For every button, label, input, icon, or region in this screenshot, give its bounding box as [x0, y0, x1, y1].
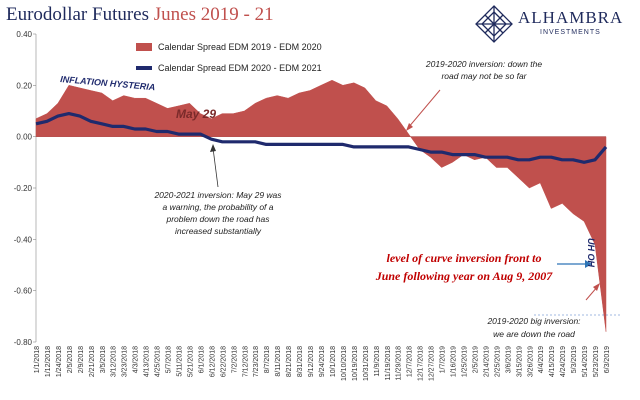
- annotation-inv1920-line1: 2019-2020 inversion: down the: [425, 59, 543, 69]
- x-tick-label: 3/23/2018: [122, 346, 129, 377]
- legend-swatch-edm19-20: [136, 43, 152, 51]
- x-tick-label: 1/1/2018: [34, 346, 41, 373]
- x-tick-label: 12/7/2018: [407, 346, 414, 377]
- chart-title: Eurodollar Futures Junes 2019 - 21: [6, 4, 274, 26]
- annotation-level-line1: level of curve inversion front to: [387, 251, 542, 265]
- y-tick-label: -0.40: [14, 235, 33, 244]
- x-tick-label: 3/12/2018: [111, 346, 118, 377]
- alhambra-logo: ALHAMBRA INVESTMENTS: [474, 4, 640, 44]
- annotation-inv2021-line1: 2020-2021 inversion: May 29 was: [153, 190, 282, 200]
- y-tick-label: -0.80: [14, 338, 33, 347]
- x-tick-label: 11/29/2018: [396, 346, 403, 381]
- annotation-inv1920-arrow: [407, 89, 441, 129]
- x-tick-label: 4/4/2019: [538, 346, 545, 373]
- x-tick-label: 6/3/2019: [604, 346, 611, 373]
- annotation-level-line2: June following year on Aug 9, 2007: [375, 269, 554, 283]
- x-tick-label: 4/25/2018: [155, 346, 162, 377]
- x-tick-label: 10/10/2018: [341, 346, 348, 381]
- x-tick-label: 3/5/2018: [100, 346, 107, 373]
- x-tick-label: 4/24/2019: [560, 346, 567, 377]
- legend-label-edm20-21: Calendar Spread EDM 2020 - EDM 2021: [158, 63, 322, 73]
- annotation-big-arrowhead: [593, 283, 600, 291]
- x-tick-label: 8/7/2018: [264, 346, 271, 373]
- x-tick-label: 5/21/2018: [187, 346, 194, 377]
- x-tick-label: 3/15/2019: [516, 346, 523, 377]
- legend-label-edm19-20: Calendar Spread EDM 2019 - EDM 2020: [158, 42, 322, 52]
- series-line-group: [35, 111, 608, 164]
- x-tick-label: 1/16/2019: [451, 346, 458, 377]
- annotation-inv1920-line2: road may not be so far: [441, 71, 527, 81]
- annotation-inv1920-arrowhead: [406, 123, 413, 131]
- x-tick-label: 4/3/2018: [133, 346, 140, 373]
- x-tick-label: 2/9/2018: [78, 346, 85, 373]
- x-tick-label: 2/21/2018: [89, 346, 96, 377]
- x-tick-label: 12/17/2018: [418, 346, 425, 381]
- x-tick-label: 6/22/2018: [220, 346, 227, 377]
- x-tick-label: 10/1/2018: [330, 346, 337, 377]
- x-tick-label: 1/12/2018: [45, 346, 52, 377]
- annotation-big-line1: 2019-2020 big inversion:: [486, 316, 581, 326]
- series-area-group: [35, 79, 607, 332]
- annotation-uhoh: UH OH: [586, 238, 596, 268]
- x-tick-label: 11/19/2018: [385, 346, 392, 381]
- chart-title-accent: Junes 2019 - 21: [153, 4, 274, 25]
- series-area-edm19-20: [35, 79, 607, 332]
- y-tick-label: 0.00: [16, 133, 32, 142]
- x-tick-label: 5/7/2018: [166, 346, 173, 373]
- series-line-edm20-21: [35, 111, 608, 164]
- x-tick-label: 11/9/2018: [374, 346, 381, 377]
- x-tick-label: 5/11/2018: [177, 346, 184, 377]
- x-tick-label: 7/12/2018: [242, 346, 249, 377]
- x-tick-label: 6/1/2018: [198, 346, 205, 373]
- annotation-level-arrowhead: [585, 260, 592, 268]
- x-tick-label: 4/13/2018: [144, 346, 151, 377]
- x-tick-label: 4/15/2019: [549, 346, 556, 377]
- x-tick-label: 5/3/2019: [571, 346, 578, 373]
- y-axis: 0.40 0.20 0.00 -0.20 -0.40 -0.60 -0.80: [14, 30, 37, 347]
- x-tick-label: 1/25/2019: [462, 346, 469, 377]
- y-tick-label: 0.40: [16, 30, 32, 39]
- logo-subtitle: INVESTMENTS: [540, 29, 601, 36]
- x-tick-label: 9/24/2018: [319, 346, 326, 377]
- x-tick-label: 7/2/2018: [231, 346, 238, 373]
- x-tick-label: 5/23/2019: [593, 346, 600, 377]
- x-tick-label: 3/26/2019: [527, 346, 534, 377]
- annotation-big-line2: we are down the road: [493, 329, 575, 339]
- x-tick-label: 12/27/2018: [429, 346, 436, 381]
- annotation-inv2021-arrow: [212, 147, 219, 188]
- x-tick-label: 8/31/2018: [297, 346, 304, 377]
- x-tick-label: 9/12/2018: [308, 346, 315, 377]
- annotation-may29: May 29: [176, 107, 216, 121]
- x-tick-label: 10/31/2018: [363, 346, 370, 381]
- annotation-inv2021-line2: a warning, the probability of a: [162, 202, 273, 212]
- x-tick-label: 8/21/2018: [286, 346, 293, 377]
- x-tick-label: 3/6/2019: [505, 346, 512, 373]
- y-tick-label: -0.60: [14, 287, 33, 296]
- x-axis: 1/1/2018 1/12/2018 1/24/2018 2/5/2018 2/9/20…: [34, 346, 611, 381]
- logo-name: ALHAMBRA: [518, 8, 624, 27]
- x-tick-label: 8/11/2018: [275, 346, 282, 377]
- x-tick-label: 10/19/2018: [352, 346, 359, 381]
- x-tick-label: 7/23/2018: [253, 346, 260, 377]
- y-tick-label: 0.20: [16, 81, 32, 90]
- x-tick-label: 1/7/2019: [440, 346, 447, 373]
- x-tick-label: 2/14/2019: [483, 346, 490, 377]
- chart-title-main: Eurodollar Futures: [6, 4, 154, 25]
- annotation-inv2021-line3: problem down the road has: [165, 214, 270, 224]
- diamond-logo-icon: [475, 5, 513, 43]
- x-tick-label: 2/25/2019: [494, 346, 501, 377]
- legend: Calendar Spread EDM 2019 - EDM 2020 Cale…: [136, 42, 322, 73]
- x-tick-label: 1/24/2018: [56, 346, 63, 377]
- x-tick-label: 6/12/2018: [209, 346, 216, 377]
- x-tick-label: 2/5/2019: [472, 346, 479, 373]
- x-tick-label: 2/5/2018: [67, 346, 74, 373]
- annotation-inv2021-line4: increased substantially: [175, 226, 262, 236]
- y-tick-label: -0.20: [14, 184, 33, 193]
- x-tick-label: 5/14/2019: [582, 346, 589, 377]
- annotation-inv2021-arrowhead: [210, 144, 216, 152]
